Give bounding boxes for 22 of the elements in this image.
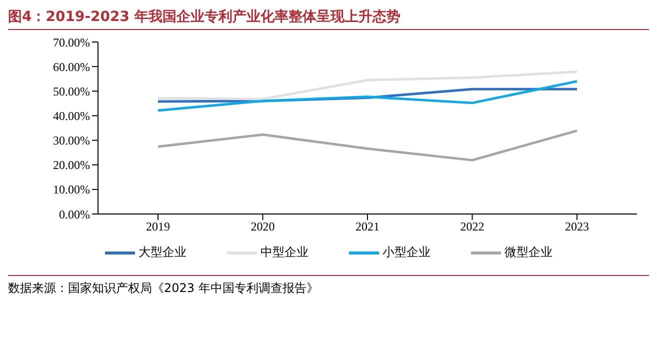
source-note: 数据来源：国家知识产权局《2023 年中国专利调查报告》 bbox=[8, 275, 649, 297]
y-tick-label: 60.00% bbox=[53, 60, 90, 74]
x-tick-label: 2022 bbox=[460, 220, 484, 234]
y-tick-label: 10.00% bbox=[53, 182, 90, 197]
y-tick-label: 20.00% bbox=[53, 158, 90, 172]
x-tick-label: 2021 bbox=[356, 220, 380, 234]
y-tick-label: 40.00% bbox=[53, 108, 90, 123]
line-series bbox=[156, 80, 578, 112]
y-tick-label: 70.00% bbox=[53, 35, 90, 50]
x-tick-label: 2020 bbox=[250, 220, 275, 234]
y-tick-label: 0.00% bbox=[59, 207, 90, 222]
legend-label: 中型企业 bbox=[260, 244, 308, 261]
y-tick-label: 30.00% bbox=[53, 134, 90, 148]
chart-title: 图4：2019-2023 年我国企业专利产业化率整体呈现上升态势 bbox=[8, 8, 649, 30]
y-tick-label: 50.00% bbox=[53, 84, 90, 98]
legend-label: 大型企业 bbox=[138, 244, 186, 261]
legend-label: 微型企业 bbox=[504, 244, 552, 261]
legend-label: 小型企业 bbox=[382, 244, 430, 261]
line-series bbox=[156, 70, 578, 100]
x-tick-label: 2023 bbox=[565, 220, 589, 234]
line-series bbox=[156, 129, 578, 162]
x-tick-label: 2019 bbox=[146, 220, 170, 234]
